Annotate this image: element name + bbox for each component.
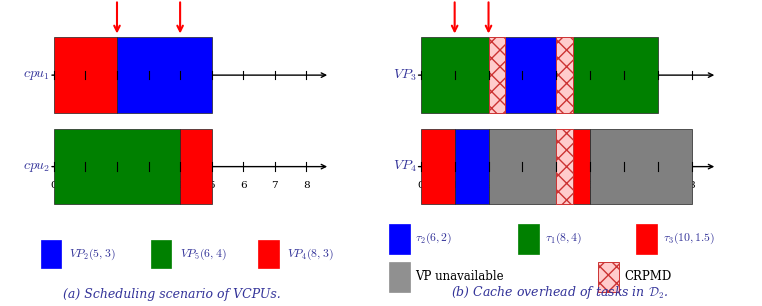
Text: (b) Cache overhead of tasks in $\mathcal{D}_2$.: (b) Cache overhead of tasks in $\mathcal… — [451, 284, 669, 301]
Text: 0: 0 — [418, 181, 424, 189]
Bar — [151, 240, 171, 268]
Bar — [180, 129, 212, 204]
Text: $cpu_1$: $cpu_1$ — [23, 68, 50, 82]
Text: $VP_3$: $VP_3$ — [393, 67, 417, 83]
Text: $VP_2(5,3)$: $VP_2(5,3)$ — [69, 246, 116, 262]
Bar — [258, 240, 279, 268]
Text: 6: 6 — [621, 181, 627, 189]
Bar — [455, 129, 488, 204]
Text: 1: 1 — [82, 181, 88, 189]
Text: VP unavailable: VP unavailable — [415, 270, 504, 283]
Text: 0: 0 — [50, 181, 57, 189]
Text: $VP_4(8,3)$: $VP_4(8,3)$ — [287, 246, 334, 262]
Text: $\tau_3(10,1.5)$: $\tau_3(10,1.5)$ — [663, 231, 716, 246]
Text: CRPMD: CRPMD — [625, 270, 672, 283]
Text: 7: 7 — [655, 181, 661, 189]
Text: 3: 3 — [519, 181, 526, 189]
Text: 7: 7 — [271, 181, 278, 189]
Bar — [518, 223, 539, 254]
Bar — [421, 37, 488, 113]
Bar — [488, 37, 505, 113]
Text: $VP_4$: $VP_4$ — [393, 159, 417, 174]
Text: 8: 8 — [688, 181, 695, 189]
Text: 5: 5 — [587, 181, 594, 189]
Bar — [421, 129, 455, 204]
Text: 4: 4 — [553, 181, 559, 189]
Text: $cpu_2$: $cpu_2$ — [23, 160, 50, 174]
Bar — [590, 129, 692, 204]
Bar — [573, 129, 590, 204]
Text: 2: 2 — [114, 181, 120, 189]
Bar — [117, 37, 212, 113]
Bar — [556, 37, 573, 113]
Bar — [40, 240, 61, 268]
Text: 1: 1 — [451, 181, 458, 189]
Text: 6: 6 — [240, 181, 247, 189]
Text: 5: 5 — [208, 181, 215, 189]
Bar — [505, 37, 556, 113]
Bar — [598, 262, 619, 292]
Bar — [636, 223, 657, 254]
Text: 2: 2 — [485, 181, 491, 189]
Bar — [488, 129, 556, 204]
Bar — [556, 129, 573, 204]
Text: 4: 4 — [177, 181, 184, 189]
Bar — [389, 223, 410, 254]
Text: 8: 8 — [303, 181, 309, 189]
Bar — [573, 37, 658, 113]
Text: $\tau_2(6,2)$: $\tau_2(6,2)$ — [415, 231, 453, 246]
Text: $\tau_1(8,4)$: $\tau_1(8,4)$ — [545, 231, 582, 246]
Text: $VP_5(6,4)$: $VP_5(6,4)$ — [180, 246, 226, 262]
Text: (a) Scheduling scenario of VCPUs.: (a) Scheduling scenario of VCPUs. — [62, 289, 280, 301]
Bar — [54, 129, 180, 204]
Text: 3: 3 — [146, 181, 152, 189]
Bar — [389, 262, 410, 292]
Bar — [54, 37, 117, 113]
